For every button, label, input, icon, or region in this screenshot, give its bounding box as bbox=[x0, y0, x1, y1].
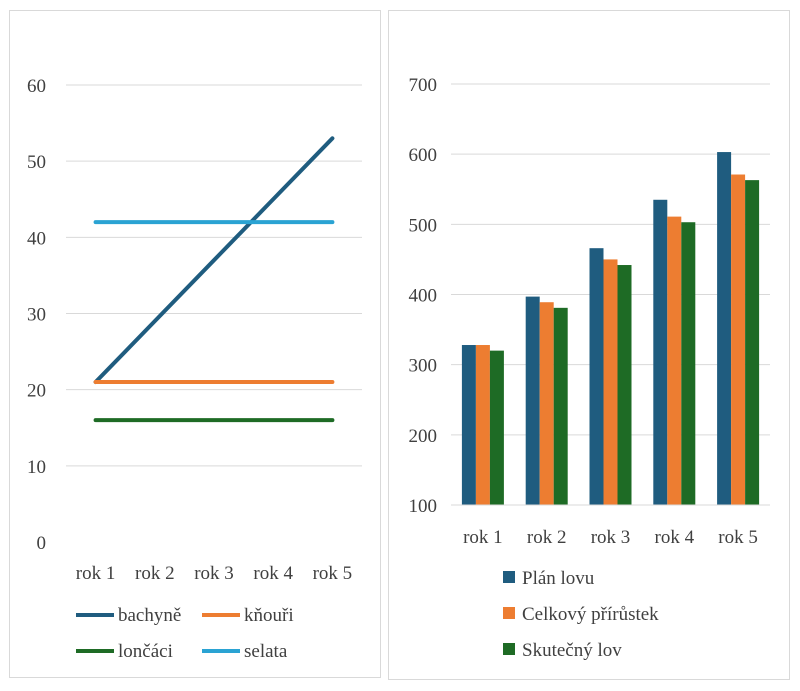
x-tick-label: rok 3 bbox=[591, 527, 631, 548]
x-tick-label: rok 4 bbox=[253, 563, 293, 584]
legend-label: Skutečný lov bbox=[522, 640, 622, 661]
line-chart: 0 10 20 30 40 50 60 rok 1 rok 2 rok 3 rok 4 rok 5 ba… bbox=[27, 76, 362, 662]
y-tick-label: 500 bbox=[409, 215, 438, 236]
x-tick-label: rok 1 bbox=[76, 563, 116, 584]
bar-chart: 100 200 300 400 500 600 700 rok 1 rok 2 rok 3 rok … bbox=[409, 75, 770, 661]
legend-label: kňouři bbox=[244, 605, 294, 626]
x-tick-label: rok 2 bbox=[527, 527, 567, 548]
bar-0 bbox=[653, 199, 668, 505]
y-tick-label: 30 bbox=[27, 305, 46, 326]
bar-1 bbox=[667, 216, 682, 506]
legend-label: bachyně bbox=[118, 605, 181, 626]
bar-0 bbox=[461, 345, 476, 505]
line-chart-panel: 0 10 20 30 40 50 60 rok 1 rok 2 rok 3 rok 4 rok 5 ba… bbox=[9, 10, 381, 678]
y-tick-label: 40 bbox=[27, 228, 46, 249]
bar-2 bbox=[489, 350, 504, 505]
x-tick-label: rok 3 bbox=[194, 563, 234, 584]
bar-1 bbox=[731, 174, 746, 505]
series-line-0 bbox=[93, 136, 335, 385]
legend-label: lončáci bbox=[118, 641, 173, 662]
y-tick-label: 100 bbox=[409, 496, 438, 517]
y-tick-label: 400 bbox=[409, 286, 438, 307]
x-tick-label: rok 4 bbox=[655, 527, 695, 548]
bar-1 bbox=[475, 345, 490, 505]
x-tick-label: rok 1 bbox=[463, 527, 503, 548]
x-tick-label: rok 5 bbox=[718, 527, 758, 548]
y-tick-label: 50 bbox=[27, 152, 46, 173]
y-tick-label: 300 bbox=[409, 356, 438, 377]
y-tick-label: 20 bbox=[27, 381, 46, 402]
bar-1 bbox=[603, 259, 618, 505]
y-tick-label: 60 bbox=[27, 76, 46, 97]
legend-label: Plán lovu bbox=[522, 568, 595, 589]
bar-2 bbox=[553, 307, 568, 505]
bar-2 bbox=[681, 222, 696, 505]
legend-swatch bbox=[503, 571, 515, 583]
x-tick-label: rok 2 bbox=[135, 563, 175, 584]
bar-1 bbox=[539, 302, 554, 505]
bar-2 bbox=[745, 180, 760, 505]
y-tick-label: 10 bbox=[27, 457, 46, 478]
bar-0 bbox=[589, 248, 604, 505]
y-tick-label: 600 bbox=[409, 145, 438, 166]
legend-label: selata bbox=[244, 641, 288, 662]
y-tick-label: 0 bbox=[37, 533, 47, 554]
bar-0 bbox=[525, 296, 540, 505]
bar-2 bbox=[617, 265, 632, 505]
x-tick-label: rok 5 bbox=[313, 563, 353, 584]
legend-label: Celkový přírůstek bbox=[522, 604, 659, 625]
bar-chart-panel: 100 200 300 400 500 600 700 rok 1 rok 2 rok 3 rok … bbox=[388, 10, 790, 680]
legend-swatch bbox=[503, 607, 515, 619]
y-tick-label: 700 bbox=[409, 75, 438, 96]
legend-swatch bbox=[503, 643, 515, 655]
y-tick-label: 200 bbox=[409, 426, 438, 447]
bar-0 bbox=[717, 152, 732, 506]
